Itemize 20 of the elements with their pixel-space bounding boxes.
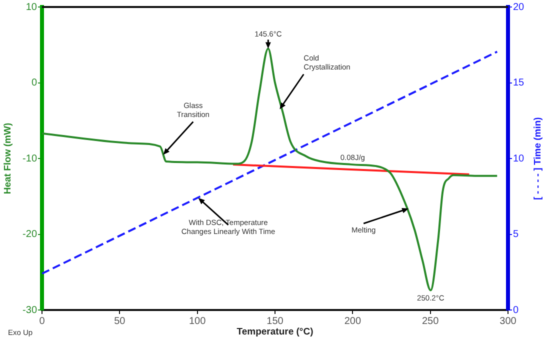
y2-tick-label: 15 bbox=[513, 78, 525, 88]
x-tick-label: 200 bbox=[344, 316, 362, 327]
x-tick-label: 250 bbox=[422, 316, 440, 327]
x-tick-label: 0 bbox=[39, 316, 46, 327]
x-tick-label: 300 bbox=[500, 316, 517, 327]
y-axis-title: Heat Flow (mW) bbox=[2, 122, 14, 194]
x-tick-label: 100 bbox=[188, 316, 206, 327]
y-tick-label: 0 bbox=[31, 78, 38, 88]
y-tick-label: -20 bbox=[22, 229, 38, 240]
y2-tick-label: 0 bbox=[513, 304, 519, 316]
y2-tick-label: 10 bbox=[513, 153, 525, 164]
y-tick-label: -30 bbox=[22, 304, 38, 316]
y2-tick-label: 20 bbox=[513, 2, 525, 13]
y2-tick-label: 5 bbox=[513, 229, 519, 240]
x-tick-label: 150 bbox=[266, 316, 284, 327]
x-axis-title: Temperature (°C) bbox=[236, 326, 314, 338]
x-tick-label: 50 bbox=[114, 316, 126, 327]
y-tick-label: 10 bbox=[26, 2, 38, 13]
y2-axis-title: [ - - - - ] Time (min) bbox=[532, 117, 544, 200]
y-tick-label: -10 bbox=[22, 153, 38, 164]
